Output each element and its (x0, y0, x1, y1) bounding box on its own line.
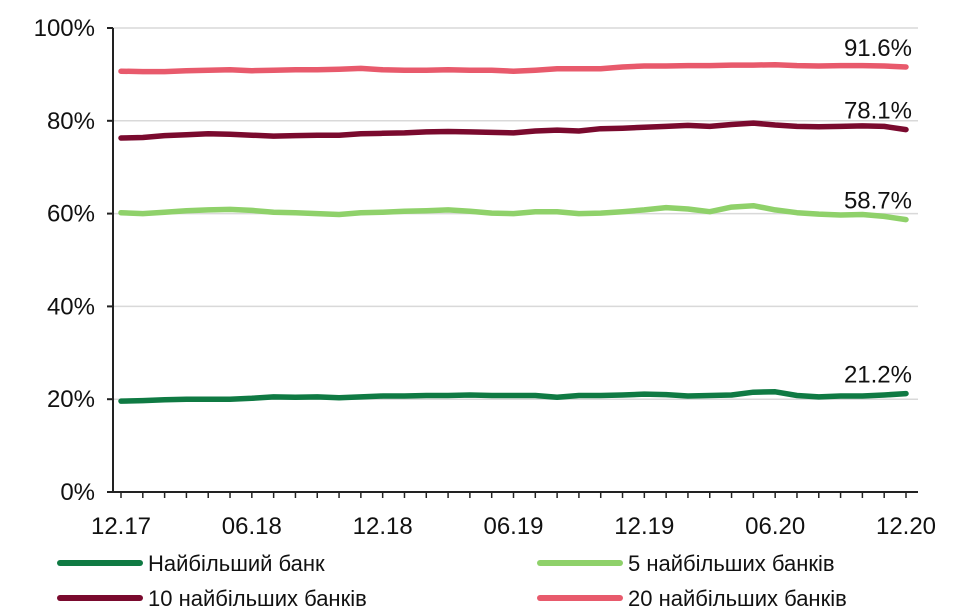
x-tick-label: 06.20 (745, 513, 805, 540)
legend-label: 5 найбільших банків (628, 551, 835, 576)
series-line-1 (118, 202, 909, 223)
x-tick-label: 12.17 (91, 513, 151, 540)
x-axis-ticks: 12.17 06.18 12.18 06.19 12.19 06.20 12.20 (91, 513, 936, 540)
legend: Найбільший банк 5 найбільших банків 10 най… (57, 551, 847, 610)
series-line-2 (118, 120, 909, 141)
x-tick-label: 12.18 (353, 513, 413, 540)
series-end-label: 21.2% (844, 362, 912, 389)
y-tick-label: 100% (34, 15, 95, 42)
series-line-0 (118, 389, 909, 404)
series-end-label: 58.7% (844, 188, 912, 215)
series-lines (118, 61, 909, 404)
axes (107, 27, 918, 498)
y-axis-ticks: 0% 20% 40% 60% 80% 100% (34, 15, 95, 506)
y-tick-label: 80% (47, 108, 95, 135)
y-tick-label: 60% (47, 201, 95, 228)
legend-label: 10 найбільших банків (148, 586, 367, 610)
end-labels: 21.2% 58.7% 78.1% 91.6% (844, 35, 912, 389)
series-end-label: 78.1% (844, 98, 912, 125)
x-tick-label: 06.18 (222, 513, 282, 540)
series-line-3 (118, 61, 909, 75)
x-tick-label: 12.19 (614, 513, 674, 540)
legend-label: Найбільший банк (148, 551, 325, 576)
y-tick-label: 40% (47, 293, 95, 320)
y-tick-label: 20% (47, 386, 95, 413)
series-end-label: 91.6% (844, 35, 912, 62)
legend-label: 20 найбільших банків (628, 586, 847, 610)
x-tick-label: 12.20 (876, 513, 936, 540)
y-tick-label: 0% (60, 479, 95, 506)
x-tick-label: 06.19 (483, 513, 543, 540)
